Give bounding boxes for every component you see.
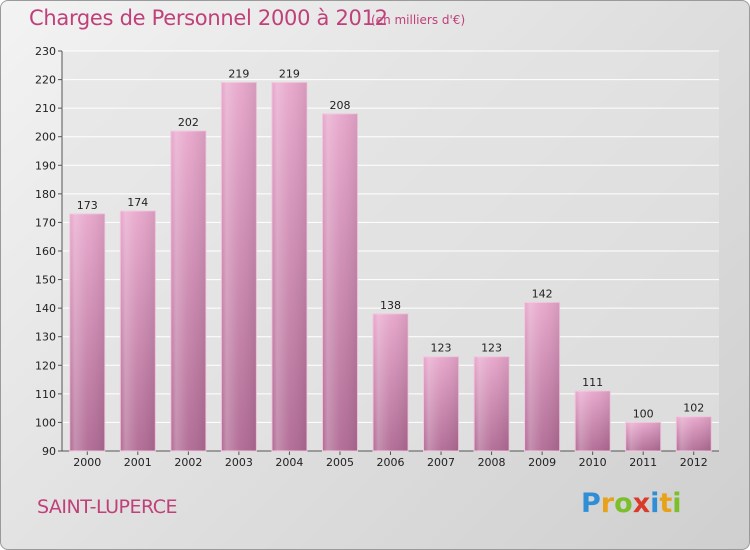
y-tick-label: 190: [35, 159, 56, 172]
proxiti-logo: Proxiti: [581, 488, 682, 519]
chart-subtitle: (en milliers d'€): [371, 13, 466, 27]
y-tick-label: 200: [35, 131, 56, 144]
data-label: 100: [633, 407, 654, 420]
x-tick-label: 2002: [174, 456, 202, 469]
bar-shine: [271, 82, 307, 451]
y-tick-label: 220: [35, 74, 56, 87]
x-tick-label: 2001: [124, 456, 152, 469]
logo-letter: i: [650, 488, 660, 519]
y-tick-label: 160: [35, 245, 56, 258]
logo-letter: t: [659, 488, 673, 519]
logo-letter: x: [632, 488, 651, 519]
x-tick-label: 2009: [528, 456, 556, 469]
y-tick-label: 110: [35, 388, 56, 401]
bar-shine: [474, 356, 510, 451]
bar-shine: [69, 213, 105, 451]
y-tick-label: 140: [35, 302, 56, 315]
commune-name: SAINT-LUPERCE: [37, 496, 177, 518]
logo-letter: i: [672, 488, 682, 519]
bar-shine: [322, 113, 358, 451]
x-tick-label: 2007: [427, 456, 455, 469]
data-label: 219: [228, 67, 249, 80]
bar-shine: [524, 302, 560, 451]
y-tick-label: 170: [35, 216, 56, 229]
chart-title: Charges de Personnel 2000 à 2012: [29, 6, 388, 30]
bar-shine: [373, 313, 408, 451]
bar-shine: [625, 422, 661, 451]
data-label: 102: [683, 402, 704, 415]
x-tick-label: 2003: [225, 456, 253, 469]
data-label: 219: [279, 67, 300, 80]
y-tick-label: 150: [35, 274, 56, 287]
data-label: 202: [178, 116, 199, 129]
y-tick-label: 130: [35, 331, 56, 344]
logo-letter: P: [581, 488, 601, 519]
data-label: 208: [329, 99, 350, 112]
data-label: 174: [127, 196, 148, 209]
data-label: 111: [582, 376, 603, 389]
logo-letter: r: [600, 488, 615, 519]
y-tick-label: 210: [35, 102, 56, 115]
bar-shine: [423, 356, 459, 451]
bar-shine: [221, 82, 257, 451]
x-tick-label: 2004: [275, 456, 303, 469]
data-label: 142: [532, 287, 553, 300]
x-tick-label: 2000: [73, 456, 101, 469]
x-tick-label: 2011: [629, 456, 657, 469]
bar-shine: [676, 416, 712, 451]
y-tick-label: 180: [35, 188, 56, 201]
x-tick-label: 2006: [377, 456, 405, 469]
x-tick-label: 2008: [478, 456, 506, 469]
y-tick-label: 100: [35, 416, 56, 429]
y-tick-label: 230: [35, 45, 56, 58]
x-tick-label: 2010: [579, 456, 607, 469]
bar-shine: [575, 391, 611, 451]
data-label: 138: [380, 299, 401, 312]
x-tick-label: 2012: [680, 456, 708, 469]
y-tick-label: 90: [42, 445, 56, 458]
logo-letter: o: [614, 488, 633, 519]
data-label: 123: [481, 342, 502, 355]
bar-shine: [170, 131, 206, 451]
data-label: 173: [77, 199, 98, 212]
y-tick-label: 120: [35, 359, 56, 372]
data-label: 123: [431, 342, 452, 355]
bar-shine: [120, 211, 156, 451]
x-tick-label: 2005: [326, 456, 354, 469]
